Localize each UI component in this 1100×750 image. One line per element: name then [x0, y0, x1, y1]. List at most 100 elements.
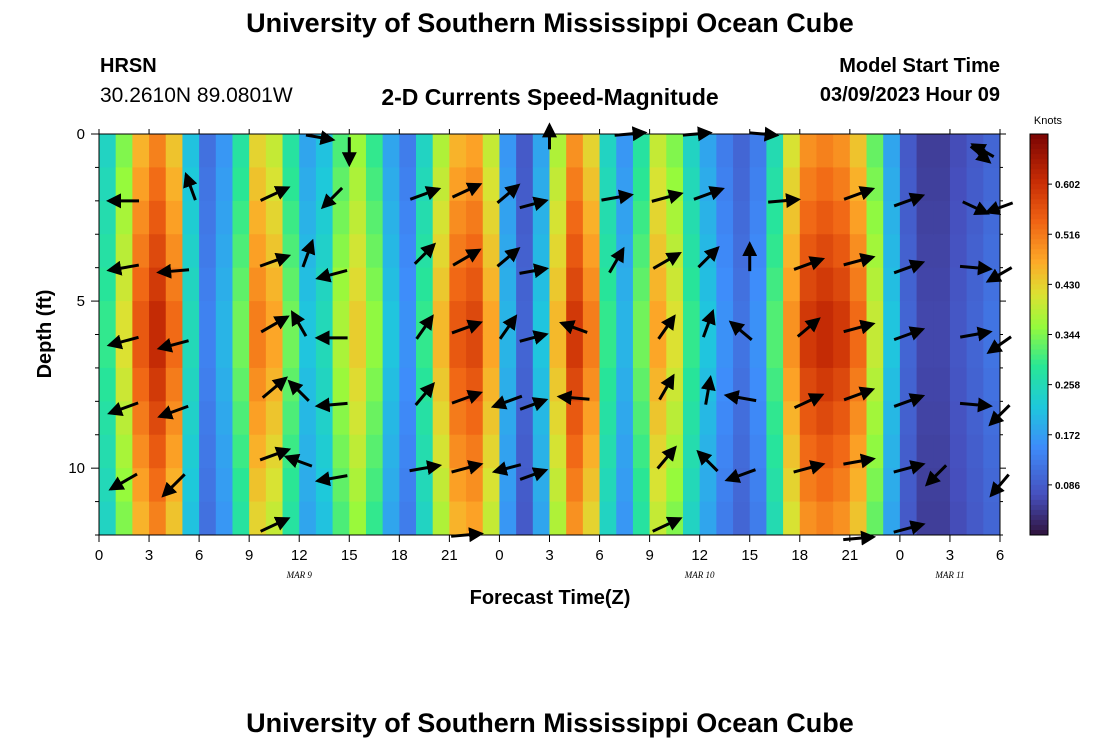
speed-cell — [516, 167, 534, 202]
speed-cell — [149, 434, 167, 469]
speed-cell — [482, 401, 500, 436]
speed-cell — [482, 234, 500, 269]
speed-cell — [866, 367, 884, 402]
speed-cell — [916, 267, 934, 302]
speed-cell — [382, 367, 400, 402]
speed-cell — [766, 234, 784, 269]
speed-cell — [949, 501, 968, 536]
colorbar-swatch — [1030, 289, 1048, 295]
speed-cell — [382, 501, 400, 536]
speed-cell — [482, 501, 500, 536]
speed-cell — [733, 200, 751, 235]
speed-cell — [899, 468, 917, 502]
colorbar-swatch — [1030, 334, 1048, 341]
speed-cell — [716, 434, 734, 469]
colorbar-swatch — [1030, 459, 1048, 466]
colorbar-swatch — [1030, 364, 1048, 371]
current-vector — [843, 530, 877, 546]
speed-cell — [199, 468, 217, 502]
speed-cell — [232, 434, 250, 469]
speed-cell — [866, 200, 884, 235]
speed-cell — [365, 167, 384, 202]
speed-cell — [349, 367, 367, 402]
colorbar-swatch — [1030, 269, 1048, 275]
speed-cell — [582, 200, 600, 235]
model-start-label: Model Start Time — [839, 55, 1000, 77]
speed-cell — [365, 468, 384, 502]
speed-cell — [949, 234, 968, 269]
current-vector — [652, 516, 683, 533]
colorbar-swatch — [1030, 154, 1048, 160]
speed-cell — [549, 200, 567, 235]
current-vector — [843, 319, 876, 335]
speed-cell — [766, 501, 784, 536]
current-vector — [314, 471, 348, 487]
speed-cell — [182, 267, 200, 302]
speed-cell — [632, 200, 651, 235]
speed-cell — [349, 468, 367, 502]
speed-cell — [365, 134, 384, 168]
speed-cell — [349, 301, 367, 335]
speed-cell — [132, 501, 150, 536]
colorbar-swatch — [1030, 314, 1048, 320]
current-vector — [959, 397, 993, 413]
speed-cell — [416, 401, 434, 436]
speed-cell — [599, 501, 617, 536]
speed-cell — [733, 401, 751, 436]
current-vector — [519, 397, 549, 412]
speed-cell — [249, 234, 267, 269]
date-label: MAR 11 — [934, 570, 964, 580]
speed-cell — [315, 167, 333, 202]
colorbar-swatch — [1030, 164, 1048, 170]
speed-cell — [249, 468, 267, 502]
speed-cell — [449, 301, 467, 335]
speed-cell — [215, 167, 233, 202]
speed-cell — [165, 501, 183, 536]
speed-cell — [949, 200, 968, 235]
speed-cell — [582, 134, 600, 168]
speed-cell — [866, 234, 884, 269]
colorbar-swatch — [1030, 249, 1048, 255]
colorbar-swatch — [1030, 214, 1048, 220]
speed-cell — [749, 501, 767, 536]
y-tick-label: 5 — [77, 293, 85, 310]
speed-cell — [99, 501, 117, 536]
speed-cell — [382, 434, 400, 469]
speed-cell — [766, 167, 784, 202]
speed-cell — [349, 434, 367, 469]
speed-cell — [749, 367, 767, 402]
colorbar-label: Knots — [1034, 115, 1063, 127]
colorbar-swatch — [1030, 189, 1048, 195]
colorbar-swatch — [1030, 424, 1048, 431]
speed-cell — [983, 200, 1001, 235]
current-vector — [290, 310, 308, 337]
speed-cell — [449, 134, 467, 168]
speed-cell — [466, 334, 484, 369]
speed-cell — [616, 134, 634, 168]
current-vector — [409, 186, 442, 201]
speed-cell — [566, 267, 584, 302]
speed-cell — [199, 167, 217, 202]
current-vector — [260, 315, 290, 334]
speed-cell — [182, 301, 200, 335]
speed-cell — [282, 167, 300, 202]
speed-cell — [282, 200, 300, 235]
current-vector — [414, 382, 435, 406]
speed-cell — [132, 434, 150, 469]
speed-cell — [899, 334, 917, 369]
colorbar-swatch — [1030, 504, 1048, 511]
x-tick-label: 12 — [691, 547, 708, 564]
speed-cell — [916, 434, 934, 469]
speed-cell — [933, 367, 951, 402]
speed-cell — [315, 367, 333, 402]
colorbar-swatch — [1030, 254, 1048, 260]
speed-cell — [783, 167, 801, 202]
current-vector — [793, 256, 826, 271]
speed-cell — [933, 401, 951, 436]
speed-cell — [265, 401, 283, 436]
speed-cell — [215, 134, 233, 168]
speed-cell — [933, 267, 951, 302]
current-vector — [959, 260, 993, 276]
speed-cell — [933, 334, 951, 369]
speed-cell — [132, 334, 150, 369]
